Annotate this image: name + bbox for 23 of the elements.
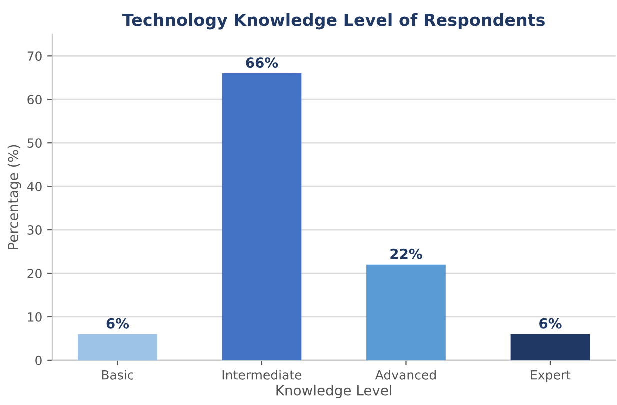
x-axis-title: Knowledge Level — [276, 385, 392, 398]
y-tick-label: 50 — [28, 138, 42, 148]
y-tick-label: 70 — [28, 52, 42, 62]
bar — [366, 264, 446, 360]
y-axis-title: Percentage (%) — [8, 145, 22, 250]
y-tick-label: 20 — [28, 268, 42, 278]
bar — [510, 334, 590, 360]
data-label: 6% — [106, 318, 130, 329]
x-tick-label: Expert — [531, 370, 571, 382]
bar — [78, 334, 158, 360]
y-tick-label: 40 — [27, 182, 42, 192]
x-tick-label: Advanced — [375, 370, 436, 380]
bar — [222, 74, 302, 360]
y-tick-label: 10 — [28, 312, 42, 322]
y-tick-label: 0 — [36, 356, 42, 366]
data-label: 66% — [246, 58, 278, 68]
y-tick-label: 60 — [28, 95, 42, 105]
x-tick-label: Intermediate — [222, 370, 302, 380]
x-tick-label: Basic — [102, 370, 134, 380]
y-tick-label: 30 — [28, 226, 42, 235]
chart-title: Technology Knowledge Level of Respondents — [122, 13, 545, 30]
data-label: 22% — [390, 248, 422, 260]
data-label: 6% — [540, 318, 562, 329]
